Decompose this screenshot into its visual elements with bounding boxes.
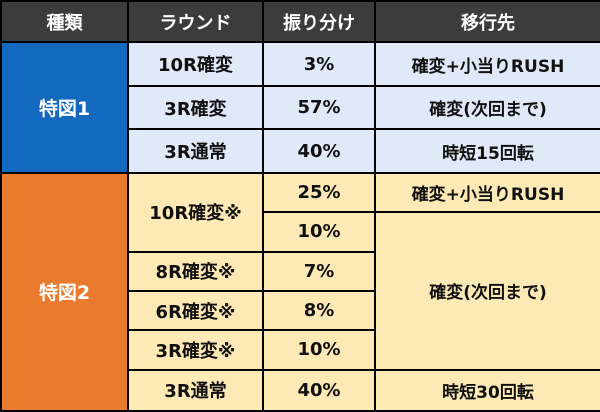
header-type: 種類: [2, 2, 127, 42]
table-row: 3R確変※ 10%: [2, 331, 600, 369]
ratio-cell: 57%: [264, 86, 374, 129]
ratio-cell: 10%: [264, 331, 374, 369]
round-cell: 6R確変※: [129, 291, 262, 330]
ratio-cell: 3%: [264, 43, 374, 85]
round-cell: 3R通常: [129, 130, 262, 172]
destination-cell: 確変(次回まで): [376, 86, 600, 129]
header-ratio: 振り分け: [264, 2, 374, 42]
group-label-tokuzu2: 特図2: [2, 173, 127, 410]
destination-cell: 確変+小当りRUSH: [376, 173, 600, 212]
table-row: 3R通常 40% 時短15回転: [2, 130, 600, 172]
destination-cell: 時短30回転: [376, 370, 600, 410]
round-cell: 3R確変※: [129, 331, 262, 369]
ratio-cell: 7%: [264, 252, 374, 290]
round-cell: 3R通常: [129, 370, 262, 410]
destination-cell: 確変+小当りRUSH: [376, 43, 600, 85]
round-cell: 10R確変※: [129, 173, 262, 251]
table-row: 8R確変※ 7%: [2, 252, 600, 290]
round-cell: 3R確変: [129, 86, 262, 129]
table-row: 3R通常 40% 時短30回転: [2, 370, 600, 410]
header-destination: 移行先: [376, 2, 600, 42]
group-label-tokuzu1: 特図1: [2, 43, 127, 172]
round-cell: 8R確変※: [129, 252, 262, 290]
destination-cell: 確変(次回まで): [376, 213, 600, 369]
table-row: 3R確変 57% 確変(次回まで): [2, 86, 600, 129]
table-row: 特図2 10R確変※ 25% 確変+小当りRUSH: [2, 173, 600, 410]
ratio-cell: 10%: [264, 213, 374, 251]
ratio-cell: 25%: [264, 173, 374, 212]
ratio-cell: 40%: [264, 130, 374, 172]
destination-cell: 時短15回転: [376, 130, 600, 172]
table-row: 10% 確変(次回まで): [2, 213, 600, 369]
ratio-cell: 40%: [264, 370, 374, 410]
round-cell: 10R確変: [129, 43, 262, 85]
table-row: 特図1 10R確変 3% 確変+小当りRUSH: [2, 43, 600, 172]
table-row: 6R確変※ 8%: [2, 291, 600, 330]
ratio-cell: 8%: [264, 291, 374, 330]
header-row: 種類 ラウンド 振り分け 移行先: [2, 2, 600, 42]
header-round: ラウンド: [129, 2, 262, 42]
